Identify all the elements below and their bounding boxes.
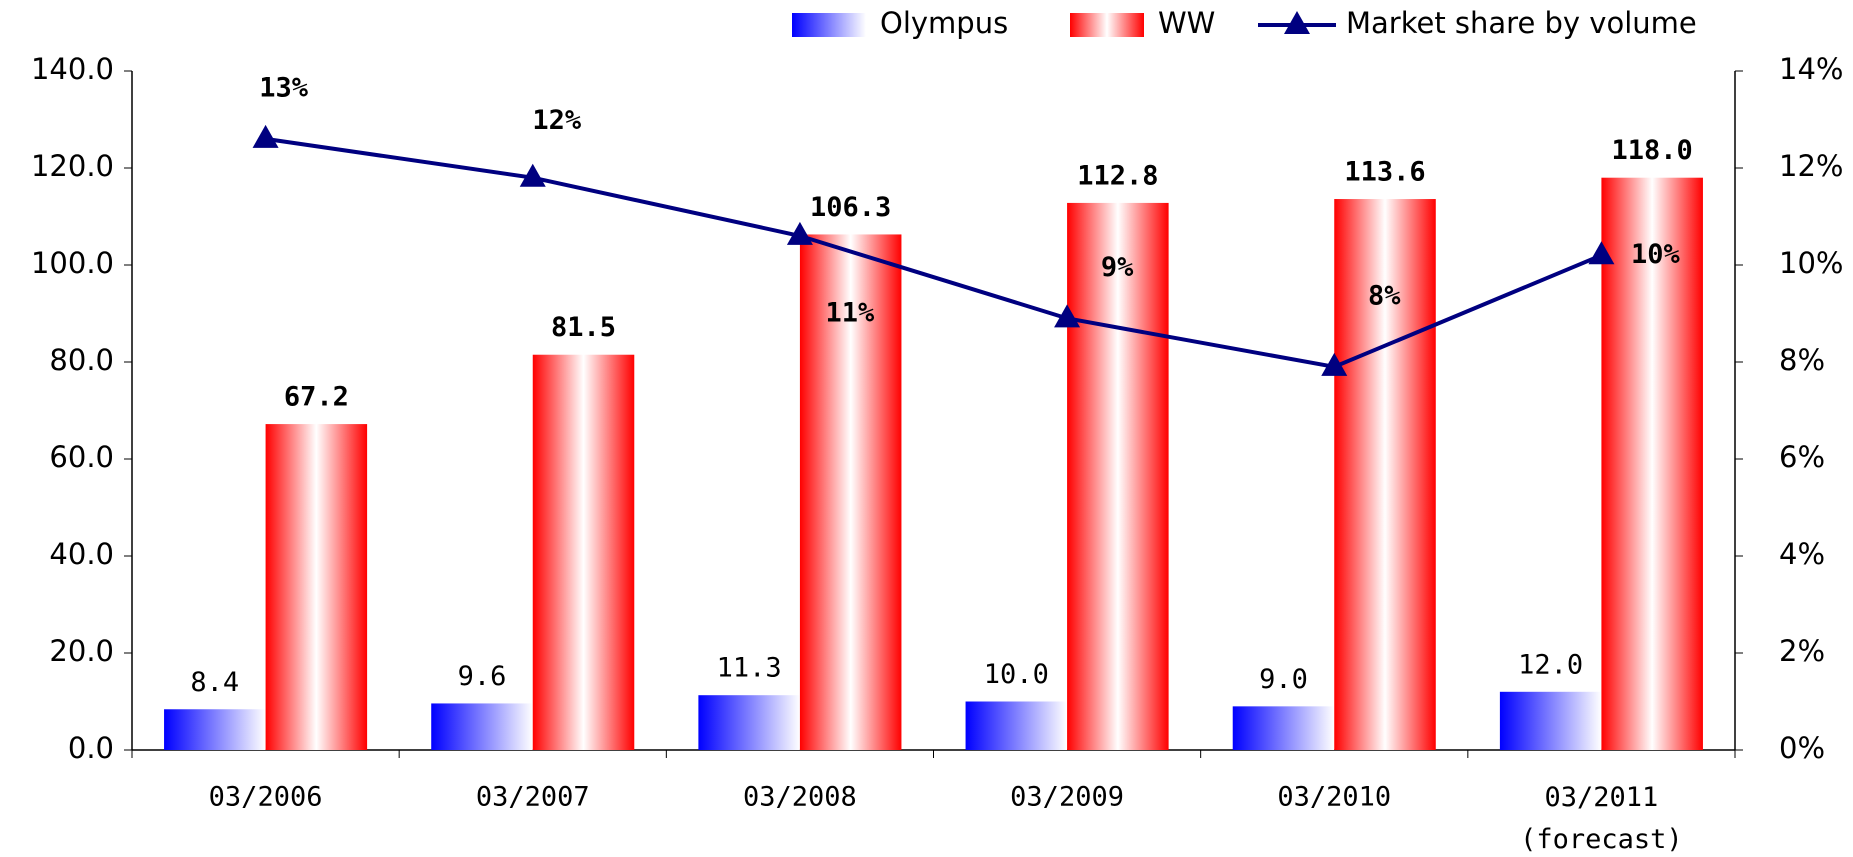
bar <box>532 354 635 750</box>
bar <box>799 234 902 750</box>
bar <box>698 695 800 750</box>
y-tick-label: 80.0 <box>49 343 114 377</box>
bar-value-label: 67.2 <box>284 382 349 413</box>
bar-value-label: 9.0 <box>1259 664 1308 695</box>
y-tick-label: 120.0 <box>31 149 114 183</box>
y2-tick-label: 14% <box>1779 52 1843 86</box>
y-tick-label: 60.0 <box>49 440 114 474</box>
legend-label: WW <box>1158 6 1215 40</box>
bar-value-label: 118.0 <box>1612 135 1693 166</box>
x-tick-label: 03/2009 <box>1010 782 1124 813</box>
line-marker <box>519 163 546 187</box>
bar <box>1067 202 1169 751</box>
bar-value-label: 12.0 <box>1518 649 1583 680</box>
y2-tick-label: 4% <box>1779 537 1825 571</box>
bar <box>164 709 266 750</box>
bar-value-label: 9.6 <box>458 661 507 692</box>
y2-tick-label: 6% <box>1779 440 1825 474</box>
line-marker <box>252 124 279 148</box>
x-tick-label: 03/2008 <box>743 782 857 813</box>
bar-value-label: 106.3 <box>810 192 891 223</box>
line-value-label: 10% <box>1631 239 1681 270</box>
bar <box>1601 177 1703 750</box>
legend-swatch <box>792 13 866 37</box>
line <box>265 136 1603 369</box>
x-tick-label: 03/2010 <box>1277 782 1391 813</box>
y2-tick-label: 8% <box>1779 343 1825 377</box>
bar-value-label: 10.0 <box>984 659 1049 690</box>
line-value-label: 11% <box>826 297 876 328</box>
bar <box>1499 691 1602 750</box>
line-value-label: 8% <box>1368 280 1401 311</box>
line-marker <box>786 221 813 245</box>
x-tick-label: 03/2006 <box>209 782 323 813</box>
y2-tick-label: 10% <box>1779 246 1843 280</box>
y2-tick-label: 12% <box>1779 149 1843 183</box>
bar <box>431 703 533 750</box>
bar-value-label: 8.4 <box>190 667 239 698</box>
x-tick-label: 03/2011 (forecast) <box>1520 782 1683 855</box>
line-marker <box>1321 352 1348 376</box>
x-tick-label: 03/2007 <box>476 782 590 813</box>
legend-label: Market share by volume <box>1346 6 1697 40</box>
legend-swatch <box>1070 13 1144 37</box>
line-value-label: 9% <box>1101 252 1134 283</box>
bar-value-label: 112.8 <box>1077 160 1158 191</box>
y-tick-label: 40.0 <box>49 537 114 571</box>
bar <box>1334 199 1436 751</box>
line-marker <box>1054 304 1081 328</box>
bar <box>965 701 1068 750</box>
y-tick-label: 100.0 <box>31 246 114 280</box>
y-tick-label: 140.0 <box>31 52 114 86</box>
line-value-label: 12% <box>532 105 582 136</box>
legend-marker <box>1284 11 1310 34</box>
y2-tick-label: 0% <box>1779 731 1825 765</box>
legend-label: Olympus <box>880 6 1008 40</box>
bar-value-label: 11.3 <box>717 653 782 684</box>
line-value-label: 13% <box>259 72 309 103</box>
y-tick-label: 20.0 <box>49 634 114 668</box>
y-tick-label: 0.0 <box>68 731 114 765</box>
line-marker <box>1588 241 1615 265</box>
y2-tick-label: 2% <box>1779 634 1825 668</box>
bar <box>265 424 368 750</box>
bar-value-label: 81.5 <box>551 312 616 343</box>
bar <box>1232 706 1335 750</box>
bar-value-label: 113.6 <box>1344 157 1425 188</box>
